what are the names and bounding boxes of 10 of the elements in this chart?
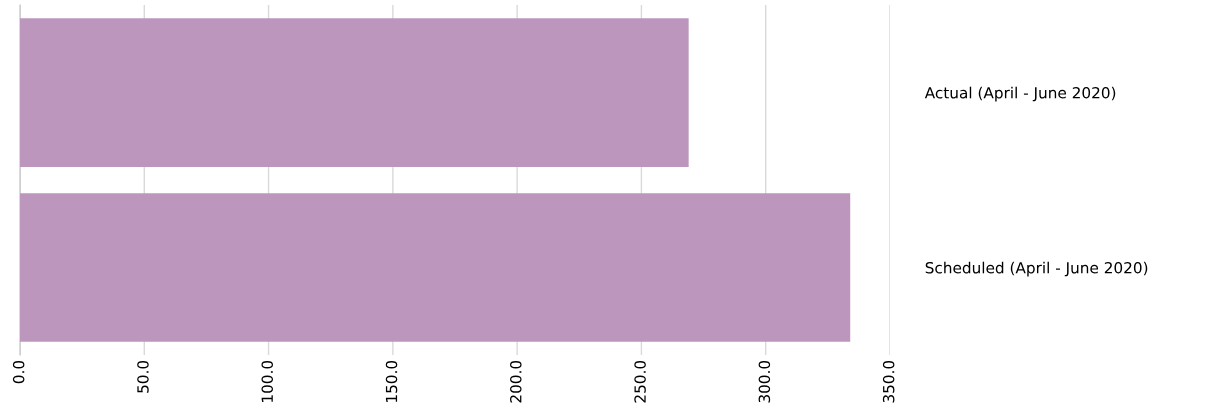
x-tick-label: 250.0 (634, 360, 646, 403)
x-tick-label: 200.0 (510, 360, 522, 403)
y-tick-label: Actual (April - June 2020) (924, 86, 1116, 102)
x-tick-label: 50.0 (137, 360, 149, 393)
x-tick-label: 300.0 (758, 360, 771, 403)
x-tick-label: 0.0 (12, 360, 25, 384)
x-tick-label: 100.0 (261, 360, 273, 402)
x-tick-label: 350.0 (882, 360, 895, 403)
y-tick-label: Scheduled (April - June 2020) (925, 261, 1148, 277)
x-tick-label: 150.0 (385, 360, 398, 402)
